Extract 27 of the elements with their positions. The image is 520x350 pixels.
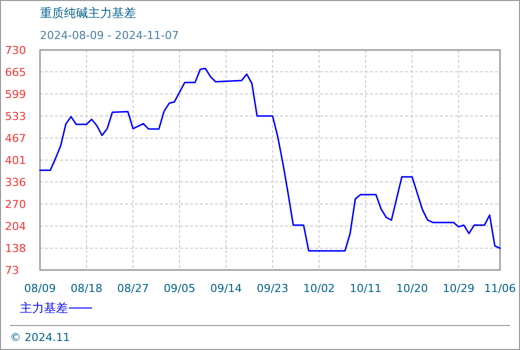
x-tick-label: 10/11 xyxy=(350,282,382,295)
y-tick-label: 599 xyxy=(5,88,26,101)
x-tick-label: 08/27 xyxy=(117,282,149,295)
x-tick-label: 10/20 xyxy=(396,282,428,295)
y-tick-label: 730 xyxy=(5,44,26,57)
y-tick-label: 467 xyxy=(5,132,26,146)
y-tick-label: 336 xyxy=(5,176,26,189)
y-tick-label: 204 xyxy=(5,220,26,234)
x-tick-label: 09/14 xyxy=(210,282,242,295)
x-tick-label: 09/05 xyxy=(164,282,196,295)
y-tick-label: 270 xyxy=(5,198,26,212)
y-tick-label: 401 xyxy=(5,154,26,168)
x-tick-label: 10/29 xyxy=(442,282,475,295)
x-tick-label: 08/09 xyxy=(24,282,56,295)
y-tick-label: 533 xyxy=(5,110,26,123)
x-tick-label: 08/18 xyxy=(70,282,102,295)
chart-title: 重质纯碱主力基差 xyxy=(40,6,136,20)
chart-subtitle: 2024-08-09 - 2024-11-07 xyxy=(40,29,179,42)
y-tick-label: 665 xyxy=(5,66,26,79)
line-series xyxy=(39,68,501,252)
text: © 2024.11 xyxy=(10,331,70,344)
legend-label: 主力基差 xyxy=(20,301,68,315)
x-tick-label: 11/06 xyxy=(484,282,516,295)
y-tick-label: 138 xyxy=(5,242,26,256)
x-tick-label: 09/23 xyxy=(256,282,288,295)
y-tick-label: 73 xyxy=(5,264,19,277)
x-tick-label: 10/02 xyxy=(303,282,335,295)
